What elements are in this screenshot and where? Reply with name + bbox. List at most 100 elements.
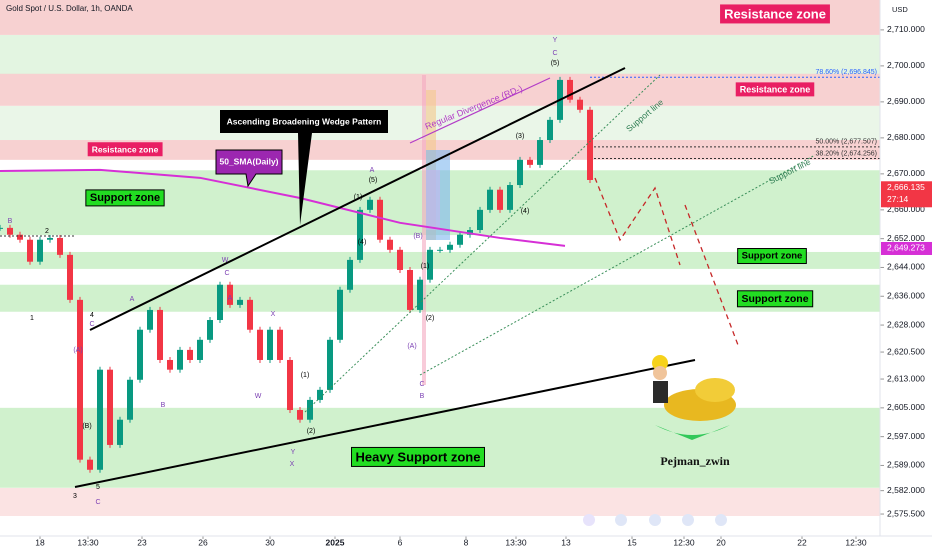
candle (57, 237, 63, 255)
y-tick-label: 2,670.000 (887, 168, 925, 178)
tint (0, 35, 880, 74)
candle (247, 299, 253, 330)
wave-label: C (419, 381, 424, 388)
y-tick-label: 2,700.000 (887, 60, 925, 70)
wave-label: (4) (358, 239, 367, 246)
x-tick-label: 12:30 (673, 537, 695, 547)
wedge-upper (89, 67, 626, 331)
wave-label: Y (291, 449, 296, 456)
projection (684, 204, 739, 346)
zone (0, 251, 880, 269)
candle (227, 284, 233, 305)
sma-callout (215, 149, 283, 188)
wave-label: (2) (307, 428, 316, 435)
candle (107, 369, 113, 445)
wave-label: 1 (30, 315, 34, 322)
gold-pile (695, 378, 735, 402)
zone-label-box (720, 4, 830, 24)
candle (337, 289, 343, 340)
y-tick-label: 2,613.000 (887, 373, 925, 383)
divergence-line (409, 77, 551, 144)
fib-label: 78.60% (2,696.845) (816, 69, 878, 76)
volume-profile (422, 75, 450, 385)
zone-label-box (87, 142, 163, 157)
candle (377, 199, 383, 240)
zone-label: Support zone (741, 293, 808, 305)
vp-bar (422, 75, 426, 385)
x-tick-label: 26 (198, 537, 208, 547)
x-tick-label: 13:30 (77, 537, 99, 547)
candle (97, 369, 103, 470)
zone (0, 73, 880, 106)
wave-label: (4) (521, 208, 530, 215)
wave-label: (5) (551, 60, 560, 67)
wave-label: A (228, 295, 233, 302)
price-tag-label: 2,649.273 (887, 243, 925, 253)
wave-label: W (222, 257, 229, 264)
price-tag (881, 241, 932, 255)
candle (527, 159, 533, 165)
candle (327, 339, 333, 390)
wave-label: C (552, 50, 557, 57)
drawings (0, 67, 816, 526)
candle (537, 140, 543, 165)
x-tick-label: 13 (561, 537, 571, 547)
wave-label: (A) (73, 347, 82, 354)
candle (37, 239, 43, 262)
wave-label: X (271, 311, 276, 318)
candle (387, 239, 393, 250)
candle (167, 359, 173, 370)
tint (0, 106, 880, 140)
icon (649, 514, 661, 526)
y-tick-label: 2,628.000 (887, 319, 925, 329)
wave-label: W (255, 393, 262, 400)
wave-label: 5 (96, 484, 100, 491)
zone-label-box (736, 290, 814, 308)
zone-label: Support zone (90, 192, 160, 204)
icon (583, 514, 595, 526)
candle (507, 185, 513, 210)
wave-label: B (420, 393, 425, 400)
candle (217, 284, 223, 321)
wave-label: C (95, 499, 100, 506)
tint (0, 488, 880, 516)
x-tick-label: 15 (627, 537, 637, 547)
candle (427, 249, 433, 280)
zone-label: Resistance zone (92, 144, 159, 154)
candle (147, 309, 153, 330)
candle (7, 227, 13, 235)
wedge-label: Ascending Broadening Wedge Pattern (227, 116, 382, 126)
candle (547, 119, 553, 141)
support-line (304, 74, 661, 413)
candle (177, 349, 183, 370)
wave-label: C (224, 270, 229, 277)
x-tick-label: 23 (137, 537, 147, 547)
candle (417, 279, 423, 310)
wave-label: 3 (73, 493, 77, 500)
candle (277, 329, 283, 360)
wave-label: (5) (369, 177, 378, 184)
candle (567, 79, 573, 100)
x-tick-label: 22 (797, 537, 807, 547)
wave-label: (2) (426, 315, 435, 322)
zone (0, 284, 880, 312)
x-tick-label: 8 (464, 537, 469, 547)
candle (0, 227, 3, 229)
wave-label: B (161, 402, 166, 409)
x-tick-label: 6 (398, 537, 403, 547)
candle (27, 239, 33, 262)
candle (397, 249, 403, 270)
zone-label: Support zone (742, 251, 803, 262)
x-tick-label: 13:30 (505, 537, 527, 547)
candle (577, 99, 583, 110)
candle (267, 329, 273, 360)
wave-label: (B) (413, 233, 422, 240)
chart-header: Gold Spot / U.S. Dollar, 1h, OANDA (6, 4, 133, 13)
candle (137, 329, 143, 380)
base (655, 425, 730, 440)
candle (477, 209, 483, 231)
candle (257, 329, 263, 360)
zone-label: Resistance zone (724, 6, 826, 21)
candle (157, 309, 163, 360)
author: Pejman_zwin (660, 454, 730, 468)
